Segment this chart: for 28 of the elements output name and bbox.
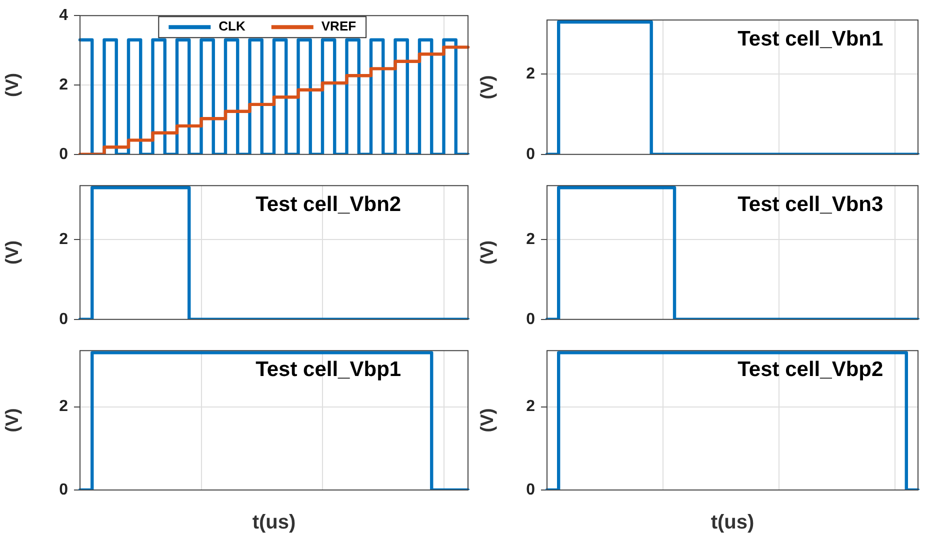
y-tick-label: 2: [59, 398, 68, 416]
y-tick-label: 0: [526, 481, 536, 498]
x-axis-title: t(us): [710, 512, 754, 534]
y-axis-title: (V): [2, 240, 22, 264]
y-tick-label: 0: [59, 310, 68, 328]
chart-title: Test cell_Vbn1: [738, 27, 884, 50]
y-tick-label: 0: [526, 146, 536, 163]
y-axis-title: (V): [476, 75, 497, 100]
y-tick-label: 2: [526, 398, 536, 416]
y-axis-title: (V): [476, 408, 497, 432]
y-tick-label: 2: [59, 76, 68, 94]
y-tick-label: 0: [526, 310, 536, 328]
y-tick-label: 2: [59, 230, 68, 248]
chart-title: Test cell_Vbn2: [256, 192, 402, 216]
y-axis-title: (V): [476, 240, 497, 264]
chart-title: Test cell_Vbp2: [738, 358, 884, 381]
x-axis-title: t(us): [252, 512, 296, 534]
legend-label: VREF: [321, 18, 356, 34]
y-tick-label: 2: [526, 230, 536, 248]
legend-label: CLK: [218, 18, 246, 34]
y-tick-label: 2: [526, 66, 536, 83]
y-tick-label: 4: [59, 7, 68, 24]
chart-title: Test cell_Vbp1: [256, 358, 402, 381]
chart-title: Test cell_Vbn3: [738, 192, 884, 216]
y-axis-title: (V): [2, 73, 22, 97]
y-axis-title: (V): [2, 408, 22, 432]
y-tick-label: 0: [59, 481, 68, 498]
y-tick-label: 0: [59, 146, 68, 163]
